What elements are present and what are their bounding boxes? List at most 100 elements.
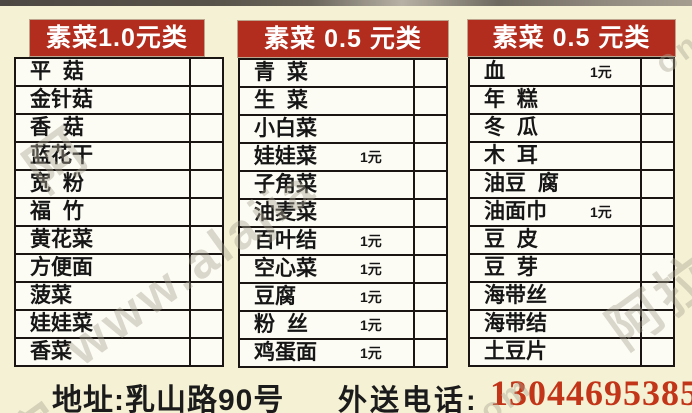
table-row: 油麦菜 xyxy=(240,200,446,228)
table-row: 方便面 xyxy=(16,255,222,283)
item-name: 青 菜 xyxy=(254,61,308,84)
empty-price-cell xyxy=(189,87,222,113)
item-name: 豆 芽 xyxy=(484,256,538,279)
table-row: 粉 丝 1元 xyxy=(240,312,446,340)
empty-price-cell xyxy=(189,59,222,85)
empty-price-cell xyxy=(640,199,673,225)
empty-price-cell xyxy=(640,227,673,253)
empty-price-cell xyxy=(413,256,446,282)
item-price-note: 1元 xyxy=(360,261,382,277)
item-price-note: 1元 xyxy=(590,204,612,220)
empty-price-cell xyxy=(189,171,222,197)
empty-price-cell xyxy=(640,143,673,169)
empty-price-cell xyxy=(413,60,446,86)
table-row: 娃娃菜 1元 xyxy=(240,144,446,172)
empty-price-cell xyxy=(189,143,222,169)
table-row: 豆 芽 xyxy=(470,255,673,283)
item-name-cell: 宽 粉 xyxy=(16,171,189,197)
empty-price-cell xyxy=(640,87,673,113)
table-row: 鸡蛋面 1元 xyxy=(240,340,446,366)
item-name-cell: 子角菜 xyxy=(240,172,413,198)
table-row: 福 竹 xyxy=(16,199,222,227)
item-name-cell: 方便面 xyxy=(16,255,189,281)
menu-column-3: 素菜 0.5 元类 血 1元年 糕冬 瓜木 耳油豆 腐油面巾 1元豆 皮豆 芽海带丝… xyxy=(468,20,675,367)
table-row: 菠菜 xyxy=(16,283,222,311)
item-name-cell: 海带结 xyxy=(470,311,640,337)
empty-price-cell xyxy=(640,283,673,309)
table-row: 青 菜 xyxy=(240,60,446,88)
item-name-cell: 粉 丝 1元 xyxy=(240,312,413,338)
empty-price-cell xyxy=(413,116,446,142)
menu-column-1: 素菜1.0元类 平 菇金针菇香 菇蓝花干宽 粉福 竹黄花菜 方便面 菠菜 娃娃菜 香菜 xyxy=(14,20,224,367)
item-name-cell: 香 菇 xyxy=(16,115,189,141)
item-price-note: 1元 xyxy=(590,64,612,80)
table-row: 空心菜 1元 xyxy=(240,256,446,284)
item-name-cell: 平 菇 xyxy=(16,59,189,85)
empty-price-cell xyxy=(640,255,673,281)
item-name-cell: 油麦菜 xyxy=(240,200,413,226)
item-name: 冬 瓜 xyxy=(484,116,538,139)
item-name-cell: 百叶结 1元 xyxy=(240,228,413,254)
table-row: 海带结 xyxy=(470,311,673,339)
table-row: 小白菜 xyxy=(240,116,446,144)
item-name: 香 菇 xyxy=(30,116,84,139)
scan-edge-strip xyxy=(0,0,692,6)
item-name-cell: 年 糕 xyxy=(470,87,640,113)
item-name: 海带丝 xyxy=(484,284,547,307)
empty-price-cell xyxy=(640,171,673,197)
table-row: 油面巾 1元 xyxy=(470,199,673,227)
table-row: 宽 粉 xyxy=(16,171,222,199)
item-name: 年 糕 xyxy=(484,88,538,111)
table-row: 冬 瓜 xyxy=(470,115,673,143)
item-name: 香菜 xyxy=(30,340,72,363)
item-name-cell: 生 菜 xyxy=(240,88,413,114)
item-name: 血 xyxy=(484,60,505,83)
table-row: 香 菇 xyxy=(16,115,222,143)
table-row: 百叶结 1元 xyxy=(240,228,446,256)
table-row: 豆腐 1元 xyxy=(240,284,446,312)
item-name: 木 耳 xyxy=(484,144,538,167)
item-name: 福 竹 xyxy=(30,200,84,223)
item-name-cell: 蓝花干 xyxy=(16,143,189,169)
item-name-cell: 空心菜 1元 xyxy=(240,256,413,282)
item-name: 海带结 xyxy=(484,312,547,335)
item-name: 豆 皮 xyxy=(484,228,538,251)
item-name-cell: 冬 瓜 xyxy=(470,115,640,141)
empty-price-cell xyxy=(413,340,446,366)
item-price-note: 1元 xyxy=(360,233,382,249)
table-row: 子角菜 xyxy=(240,172,446,200)
table-row: 生 菜 xyxy=(240,88,446,116)
empty-price-cell xyxy=(640,339,673,365)
item-name-cell: 小白菜 xyxy=(240,116,413,142)
item-name-cell: 福 竹 xyxy=(16,199,189,225)
item-name: 方便面 xyxy=(30,256,93,279)
table-row: 海带丝 xyxy=(470,283,673,311)
item-name: 生 菜 xyxy=(254,89,308,112)
delivery-phone-label: 外送电话: xyxy=(338,385,479,413)
empty-price-cell xyxy=(189,115,222,141)
item-name-cell: 香菜 xyxy=(16,339,189,365)
empty-price-cell xyxy=(189,311,222,337)
menu-table-3: 血 1元年 糕冬 瓜木 耳油豆 腐油面巾 1元豆 皮豆 芽海带丝 海带结 土豆片 xyxy=(468,57,675,367)
column-3-header: 素菜 0.5 元类 xyxy=(468,20,675,56)
item-name: 土豆片 xyxy=(484,340,547,363)
item-name: 油豆 腐 xyxy=(484,172,559,195)
menu-table-2: 青 菜生 菜小白菜 娃娃菜 1元 子角菜 油麦菜 百叶结 1元 空心菜 1元 豆腐 1元粉 丝 1元鸡… xyxy=(238,58,448,368)
table-row: 豆 皮 xyxy=(470,227,673,255)
item-name-cell: 血 1元 xyxy=(470,59,640,85)
item-price-note: 1元 xyxy=(360,317,382,333)
empty-price-cell xyxy=(413,172,446,198)
item-name-cell: 金针菇 xyxy=(16,87,189,113)
item-name: 宽 粉 xyxy=(30,172,84,195)
item-name-cell: 土豆片 xyxy=(470,339,640,365)
menu-table-1: 平 菇金针菇香 菇蓝花干宽 粉福 竹黄花菜 方便面 菠菜 娃娃菜 香菜 xyxy=(14,57,224,367)
item-name: 金针菇 xyxy=(30,88,93,111)
item-name-cell: 豆 芽 xyxy=(470,255,640,281)
item-name: 平 菇 xyxy=(30,60,84,83)
item-name: 娃娃菜 xyxy=(254,145,317,168)
menu-column-2: 素菜 0.5 元类 青 菜生 菜小白菜 娃娃菜 1元 子角菜 油麦菜 百叶结 1元 空心菜 1元… xyxy=(238,21,448,368)
item-name: 菠菜 xyxy=(30,284,72,307)
table-row: 娃娃菜 xyxy=(16,311,222,339)
item-name-cell: 油豆 腐 xyxy=(470,171,640,197)
empty-price-cell xyxy=(413,284,446,310)
